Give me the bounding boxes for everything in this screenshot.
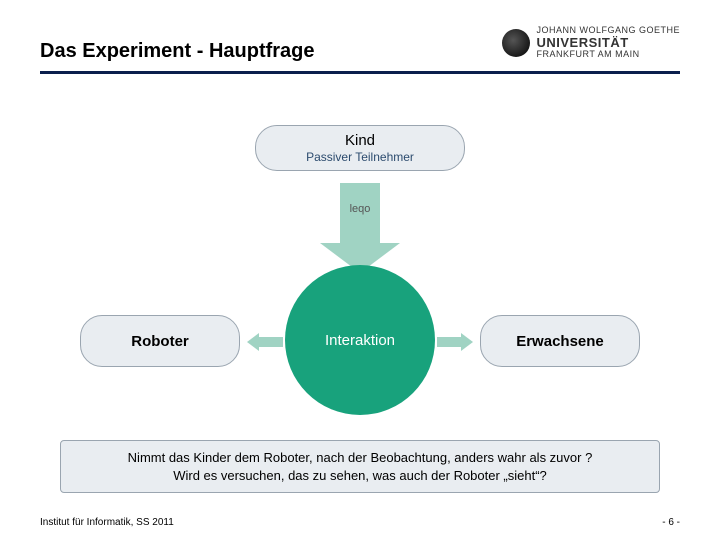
node-adult: Erwachsene <box>480 315 640 367</box>
question-box: Nimmt das Kinder dem Roboter, nach der B… <box>60 440 660 493</box>
page-title: Das Experiment - Hauptfrage <box>40 40 680 63</box>
title-underline <box>40 71 680 74</box>
diagram: Kind Passiver Teilnehmer leqo Interaktio… <box>0 115 720 435</box>
node-interaction: Interaktion <box>285 265 435 415</box>
footer-left: Institut für Informatik, SS 2011 <box>40 517 174 528</box>
node-kind-subtitle: Passiver Teilnehmer <box>266 150 454 164</box>
footer-right: - 6 - <box>662 517 680 528</box>
node-robot: Roboter <box>80 315 240 367</box>
node-adult-label: Erwachsene <box>516 333 604 350</box>
arrow-down-label: leqo <box>320 203 400 215</box>
question-line-1: Nimmt das Kinder dem Roboter, nach der B… <box>73 449 647 467</box>
node-kind: Kind Passiver Teilnehmer <box>255 125 465 171</box>
question-line-2: Wird es versuchen, das zu sehen, was auc… <box>73 467 647 485</box>
node-robot-label: Roboter <box>131 333 189 350</box>
node-interaction-label: Interaktion <box>325 332 395 349</box>
node-kind-title: Kind <box>266 132 454 149</box>
arrow-left-icon <box>247 333 283 351</box>
slide: JOHANN WOLFGANG GOETHE UNIVERSITÄT FRANK… <box>0 0 720 540</box>
header: Das Experiment - Hauptfrage <box>40 40 680 74</box>
arrow-right-icon <box>437 333 473 351</box>
